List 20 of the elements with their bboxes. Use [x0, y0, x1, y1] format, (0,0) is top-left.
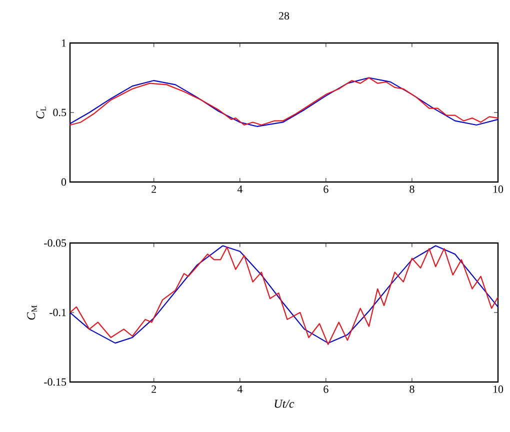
y-tick-label: -0.05 — [44, 239, 66, 247]
y-tick-label: -0.1 — [50, 308, 66, 316]
x-tick-label: 2 — [152, 186, 156, 193]
x-tick-label: 10 — [493, 386, 504, 393]
x-tick-label: 6 — [324, 186, 328, 193]
y-tick-label: 1 — [62, 39, 66, 47]
x-tick-label: 4 — [237, 386, 242, 393]
x-axis-title: Ut/c — [274, 400, 294, 408]
x-tick-label: 8 — [410, 386, 414, 393]
x-tick-label: 4 — [237, 186, 242, 193]
x-tick-label: 8 — [410, 186, 414, 193]
chart-title: 28 — [279, 12, 290, 20]
y-axis-title: C$_{L}$ — [36, 106, 46, 119]
x-tick-label: 6 — [324, 386, 328, 393]
x-tick-label: 2 — [152, 386, 156, 393]
x-tick-label: 10 — [493, 186, 504, 193]
y-tick-label: -0.15 — [44, 378, 66, 386]
y-tick-label: 0.5 — [53, 108, 66, 116]
y-tick-label: 0 — [61, 178, 66, 186]
y-axis-title: C$_{M}$ — [27, 305, 37, 320]
